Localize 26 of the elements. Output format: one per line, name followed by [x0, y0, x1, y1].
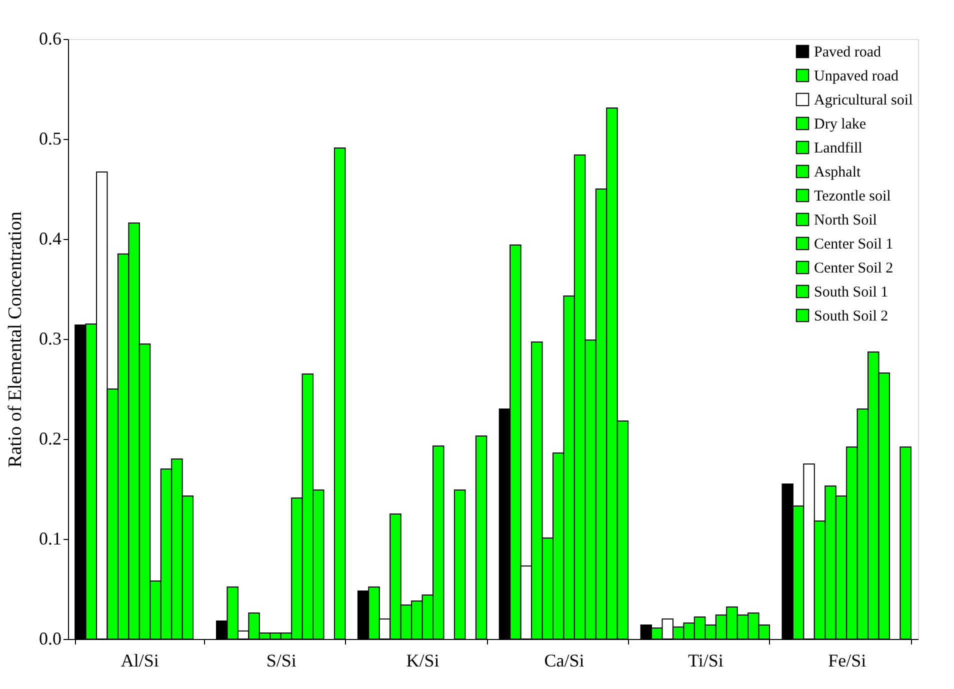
legend-label: Dry lake: [814, 116, 866, 132]
legend-label: South Soil 1: [814, 284, 888, 300]
y-tick-label: 0.1: [39, 528, 62, 548]
legend-label: Center Soil 1: [814, 236, 894, 252]
legend-label: North Soil: [814, 212, 877, 228]
legend-label: Center Soil 2: [814, 260, 894, 276]
x-tick-label: Fe/Si: [828, 650, 866, 670]
y-tick-label: 0.4: [39, 228, 62, 248]
y-tick-label: 0.0: [39, 628, 62, 648]
legend-label: Agricultural soil: [814, 92, 913, 108]
y-tick-label: 0.6: [39, 28, 62, 48]
x-tick-label: K/Si: [406, 650, 440, 670]
x-tick-label: Ti/Si: [688, 650, 724, 670]
x-tick-label: Ca/Si: [544, 650, 584, 670]
y-tick-label: 0.3: [39, 328, 62, 348]
legend-label: Tezontle soil: [814, 188, 891, 204]
y-axis-title: Ratio of Elemental Concentration: [5, 211, 26, 468]
legend-label: Unpaved road: [814, 68, 900, 84]
y-tick-label: 0.5: [39, 128, 62, 148]
legend-label: Landfill: [814, 140, 862, 156]
x-tick-label: Al/Si: [120, 650, 159, 670]
legend-label: Paved road: [814, 44, 882, 60]
legend-label: Asphalt: [814, 164, 862, 180]
x-tick-label: S/Si: [266, 650, 296, 670]
y-tick-label: 0.2: [39, 428, 62, 448]
legend-label: South Soil 2: [814, 308, 888, 324]
